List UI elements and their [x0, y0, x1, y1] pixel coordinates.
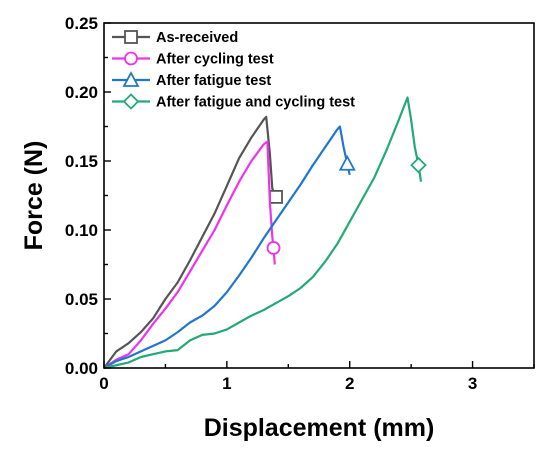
legend-marker [122, 93, 140, 110]
legend-entry: After fatigue test [112, 71, 271, 89]
series-line [103, 140, 276, 369]
y-tick-label: 0.15 [65, 152, 98, 171]
legend-entry: After cycling test [112, 52, 274, 68]
legend-entry: After fatigue and cycling test [112, 93, 355, 111]
series-line [103, 96, 423, 370]
series-marker [269, 189, 283, 204]
legend-label: As-received [156, 30, 238, 46]
x-tick-label: 0 [99, 374, 108, 393]
series-line [103, 115, 281, 369]
y-tick-label: 0.25 [65, 14, 98, 33]
legend-label: After fatigue and cycling test [156, 95, 355, 111]
legend-marker [124, 51, 138, 66]
y-tick-label: 0.20 [65, 83, 98, 102]
series-marker [266, 241, 281, 255]
y-tick-label: 0.05 [65, 290, 98, 309]
x-axis-ticks: 0 1 2 3 [99, 361, 535, 393]
legend: As-received After cycling test After fatig… [112, 30, 355, 111]
x-tick-label: 2 [345, 374, 354, 393]
legend-label: After fatigue test [156, 73, 271, 89]
y-tick-label: 0.10 [65, 221, 98, 240]
y-tick-label: 0.00 [65, 359, 98, 378]
series-4 [103, 96, 427, 370]
series-2 [103, 140, 281, 369]
y-axis-ticks: 0.00 0.05 0.10 0.15 0.20 0.25 [65, 14, 111, 378]
legend-marker [124, 30, 138, 44]
plot-series [103, 96, 427, 370]
series-line [103, 125, 351, 369]
x-tick-label: 3 [468, 374, 477, 393]
legend-entry: As-received [112, 30, 238, 46]
series-marker [410, 156, 427, 174]
legend-label: After cycling test [156, 52, 274, 68]
series-1 [103, 115, 283, 369]
series-3 [103, 125, 356, 369]
y-axis-title: Force (N) [20, 141, 48, 251]
x-axis-title: Displacement (mm) [204, 414, 435, 442]
plot-frame [103, 22, 535, 369]
legend-marker [122, 71, 140, 87]
x-tick-label: 1 [222, 374, 231, 393]
series-marker [338, 154, 356, 171]
